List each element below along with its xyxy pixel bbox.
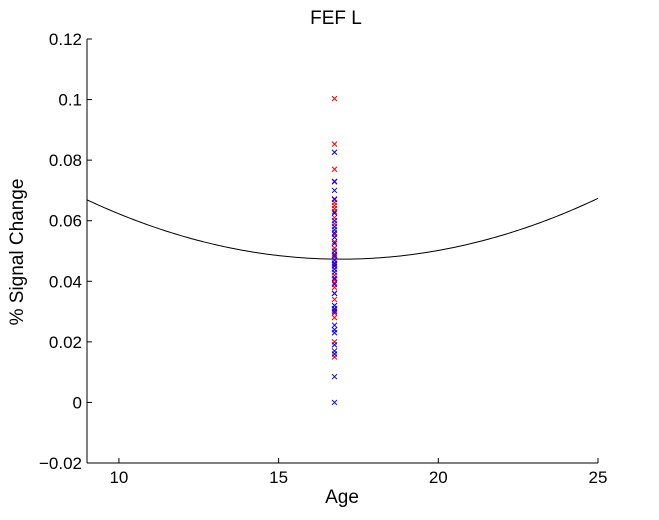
data-point <box>331 351 338 357</box>
data-point <box>331 329 338 336</box>
data-point <box>331 399 338 406</box>
data-point <box>331 310 338 316</box>
data-point <box>331 248 338 254</box>
data-point <box>331 141 338 147</box>
data-point <box>331 95 338 102</box>
data-point <box>331 178 338 185</box>
data-point <box>331 166 338 173</box>
data-points-layer <box>331 95 338 406</box>
data-point <box>331 373 338 380</box>
data-point <box>331 281 338 288</box>
x-tick-label: 20 <box>429 468 448 487</box>
data-point <box>331 196 338 203</box>
data-point <box>331 252 338 259</box>
data-point <box>331 261 338 268</box>
y-tick-label: 0 <box>73 393 82 412</box>
data-point <box>331 314 338 321</box>
y-tick-label: 0.12 <box>49 30 82 49</box>
y-tick-label: 0.1 <box>58 91 82 110</box>
x-tick-label: 10 <box>109 468 128 487</box>
axes: −0.02 0 0.02 0.04 0.06 0.08 0.1 0.12 10 15 20 25 <box>39 30 607 487</box>
data-point <box>331 234 338 241</box>
data-point <box>331 279 338 286</box>
data-point <box>331 342 338 348</box>
data-point <box>331 269 338 276</box>
y-tick-label: 0.02 <box>49 333 82 352</box>
data-point <box>331 149 338 156</box>
data-point <box>331 217 338 224</box>
data-point <box>331 322 338 329</box>
data-point <box>331 308 338 315</box>
y-axis-title: % Signal Change <box>7 179 28 326</box>
data-point <box>331 296 338 303</box>
y-tick-label: −0.02 <box>39 454 82 473</box>
x-tick-label: 15 <box>269 468 288 487</box>
y-tick-label: 0.06 <box>49 212 82 231</box>
data-point <box>331 229 338 236</box>
fit-curve <box>86 197 599 260</box>
data-point <box>331 208 338 215</box>
y-tick-label: 0.08 <box>49 151 82 170</box>
data-point <box>331 210 338 216</box>
data-point <box>331 187 338 194</box>
fit-curve-layer <box>86 197 599 260</box>
x-tick-label: 25 <box>589 468 608 487</box>
data-point <box>331 290 338 297</box>
chart-title: FEF L <box>310 8 362 29</box>
data-point <box>331 239 338 245</box>
y-tick-label: 0.04 <box>49 272 82 291</box>
data-point <box>331 275 338 282</box>
x-axis-title: Age <box>325 487 359 508</box>
data-point <box>331 240 338 247</box>
